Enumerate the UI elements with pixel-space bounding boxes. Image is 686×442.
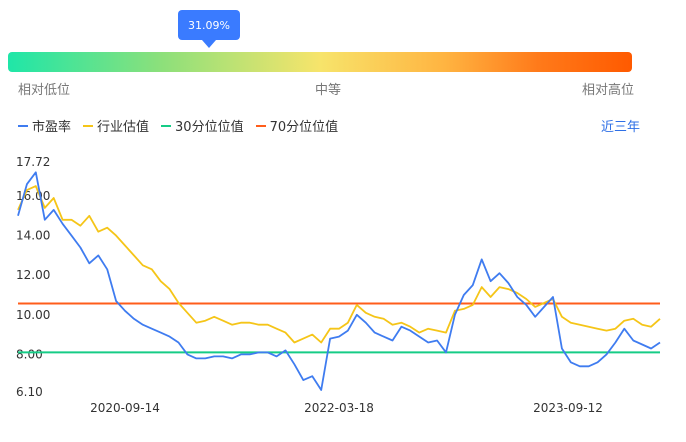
valuation-gauge-bar bbox=[8, 52, 632, 72]
series-line-industry bbox=[17, 185, 661, 344]
legend-swatch-industry bbox=[83, 124, 94, 127]
legend-label-p30: 30分位位值 bbox=[175, 120, 244, 135]
gauge-mid-label: 中等 bbox=[315, 83, 342, 98]
percentile-tooltip: 31.09% bbox=[178, 10, 240, 48]
y-tick-label: 6.10 bbox=[16, 385, 43, 399]
y-tick-label: 10.00 bbox=[16, 308, 50, 322]
x-tick-label: 2020-09-14 bbox=[90, 401, 160, 415]
period-selector[interactable]: 近三年 bbox=[600, 120, 640, 135]
legend-swatch-p70 bbox=[255, 124, 266, 127]
gauge-low-label: 相对低位 bbox=[18, 83, 71, 98]
legend-label-pe: 市盈率 bbox=[32, 120, 72, 135]
legend-item-p30[interactable]: 30分位位值 bbox=[161, 116, 244, 135]
chart-legend: 市盈率 行业估值 30分位位值 70分位位值 bbox=[18, 116, 338, 135]
y-tick-label: 8.00 bbox=[16, 347, 43, 361]
x-tick-label: 2023-09-12 bbox=[533, 401, 603, 415]
legend-item-industry[interactable]: 行业估值 bbox=[83, 116, 149, 135]
legend-item-p70[interactable]: 70分位位值 bbox=[255, 116, 339, 135]
x-tick-label: 2022-03-18 bbox=[304, 401, 374, 415]
legend-label-industry: 行业估值 bbox=[97, 120, 150, 135]
legend-item-pe[interactable]: 市盈率 bbox=[18, 116, 71, 135]
y-tick-label: 17.72 bbox=[16, 155, 50, 169]
y-tick-label: 12.00 bbox=[16, 268, 50, 282]
legend-swatch-p30 bbox=[161, 124, 172, 127]
legend-label-p70: 70分位位值 bbox=[269, 120, 339, 135]
gauge-high-label: 相对高位 bbox=[582, 83, 635, 98]
legend-swatch-pe bbox=[18, 124, 28, 127]
y-tick-label: 14.00 bbox=[16, 229, 50, 243]
series-line-pe bbox=[17, 171, 661, 391]
